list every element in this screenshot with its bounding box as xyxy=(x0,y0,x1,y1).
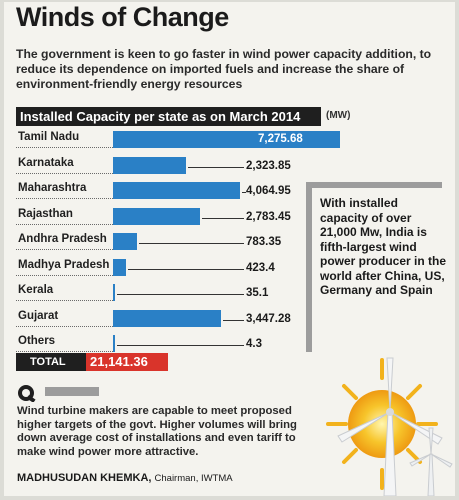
leader-line xyxy=(201,217,244,219)
leader-line xyxy=(241,192,246,193)
intro-text: The government is keen to go faster in w… xyxy=(16,47,432,91)
quote-icon xyxy=(18,385,36,402)
bar xyxy=(113,156,186,174)
bar xyxy=(113,258,127,276)
data-label: 4,064.95 xyxy=(246,185,291,197)
page-title: Winds of Change xyxy=(16,2,229,32)
unit-label: (MW) xyxy=(326,110,351,121)
side-bracket-top xyxy=(306,182,442,188)
data-label: 783.35 xyxy=(246,236,282,248)
quote-author-name: MADHUSUDAN KHEMKA, xyxy=(17,472,152,484)
data-label: 2,323.85 xyxy=(246,159,291,172)
data-label: 3,447.28 xyxy=(246,312,291,325)
category-label: Kerala xyxy=(18,284,54,296)
row-divider xyxy=(16,274,113,276)
bar xyxy=(113,131,340,148)
wind-turbine xyxy=(337,357,443,496)
category-label: Rajasthan xyxy=(18,207,73,220)
row-divider xyxy=(16,147,113,148)
data-label: 4.3 xyxy=(246,338,262,350)
category-label: Andhra Pradesh xyxy=(18,233,107,245)
side-fact-text: With installed capacity of over 21,000 M… xyxy=(320,196,447,297)
quote-author: MADHUSUDAN KHEMKA, Chairman, IWTMA xyxy=(17,472,233,484)
leader-line xyxy=(128,268,244,270)
category-label: Maharashtra xyxy=(18,182,87,194)
row-divider xyxy=(16,172,113,174)
leader-line xyxy=(117,294,244,295)
bar xyxy=(113,284,115,301)
category-label: Others xyxy=(18,335,56,347)
leader-line xyxy=(187,166,244,168)
quote-text: Wind turbine makers are capable to meet … xyxy=(17,405,297,458)
small-wind-turbine xyxy=(409,427,453,496)
row-divider xyxy=(16,300,113,301)
leader-line xyxy=(117,345,244,346)
data-label: 35.1 xyxy=(246,287,269,299)
bar xyxy=(113,233,138,250)
category-label: Tamil Nadu xyxy=(18,131,80,143)
leader-line xyxy=(139,243,244,244)
bar xyxy=(113,182,240,199)
category-label: Karnataka xyxy=(18,156,74,169)
data-label: 7,275.68 xyxy=(258,133,303,145)
sun-wind-turbine-illustration xyxy=(326,357,453,496)
quote-divider xyxy=(45,387,99,396)
bar xyxy=(113,309,221,327)
data-label: 2,783.45 xyxy=(246,210,291,223)
sun xyxy=(348,390,416,458)
row-divider xyxy=(16,249,113,250)
quote-author-role: Chairman, IWTMA xyxy=(154,473,233,484)
total-value: 21,141.36 xyxy=(86,353,168,371)
row-divider xyxy=(16,325,113,327)
category-label: Madhya Pradesh xyxy=(18,258,110,271)
row-divider xyxy=(16,198,113,199)
row-divider xyxy=(16,351,113,352)
total-label: TOTAL xyxy=(16,353,86,371)
chart-header: Installed Capacity per state as on March… xyxy=(16,107,321,126)
data-label: 423.4 xyxy=(246,261,275,274)
row-divider xyxy=(16,223,113,225)
bar xyxy=(113,207,200,225)
category-label: Gujarat xyxy=(18,309,59,322)
leader-line xyxy=(222,319,244,321)
bar xyxy=(113,335,115,352)
side-bracket xyxy=(306,182,312,352)
